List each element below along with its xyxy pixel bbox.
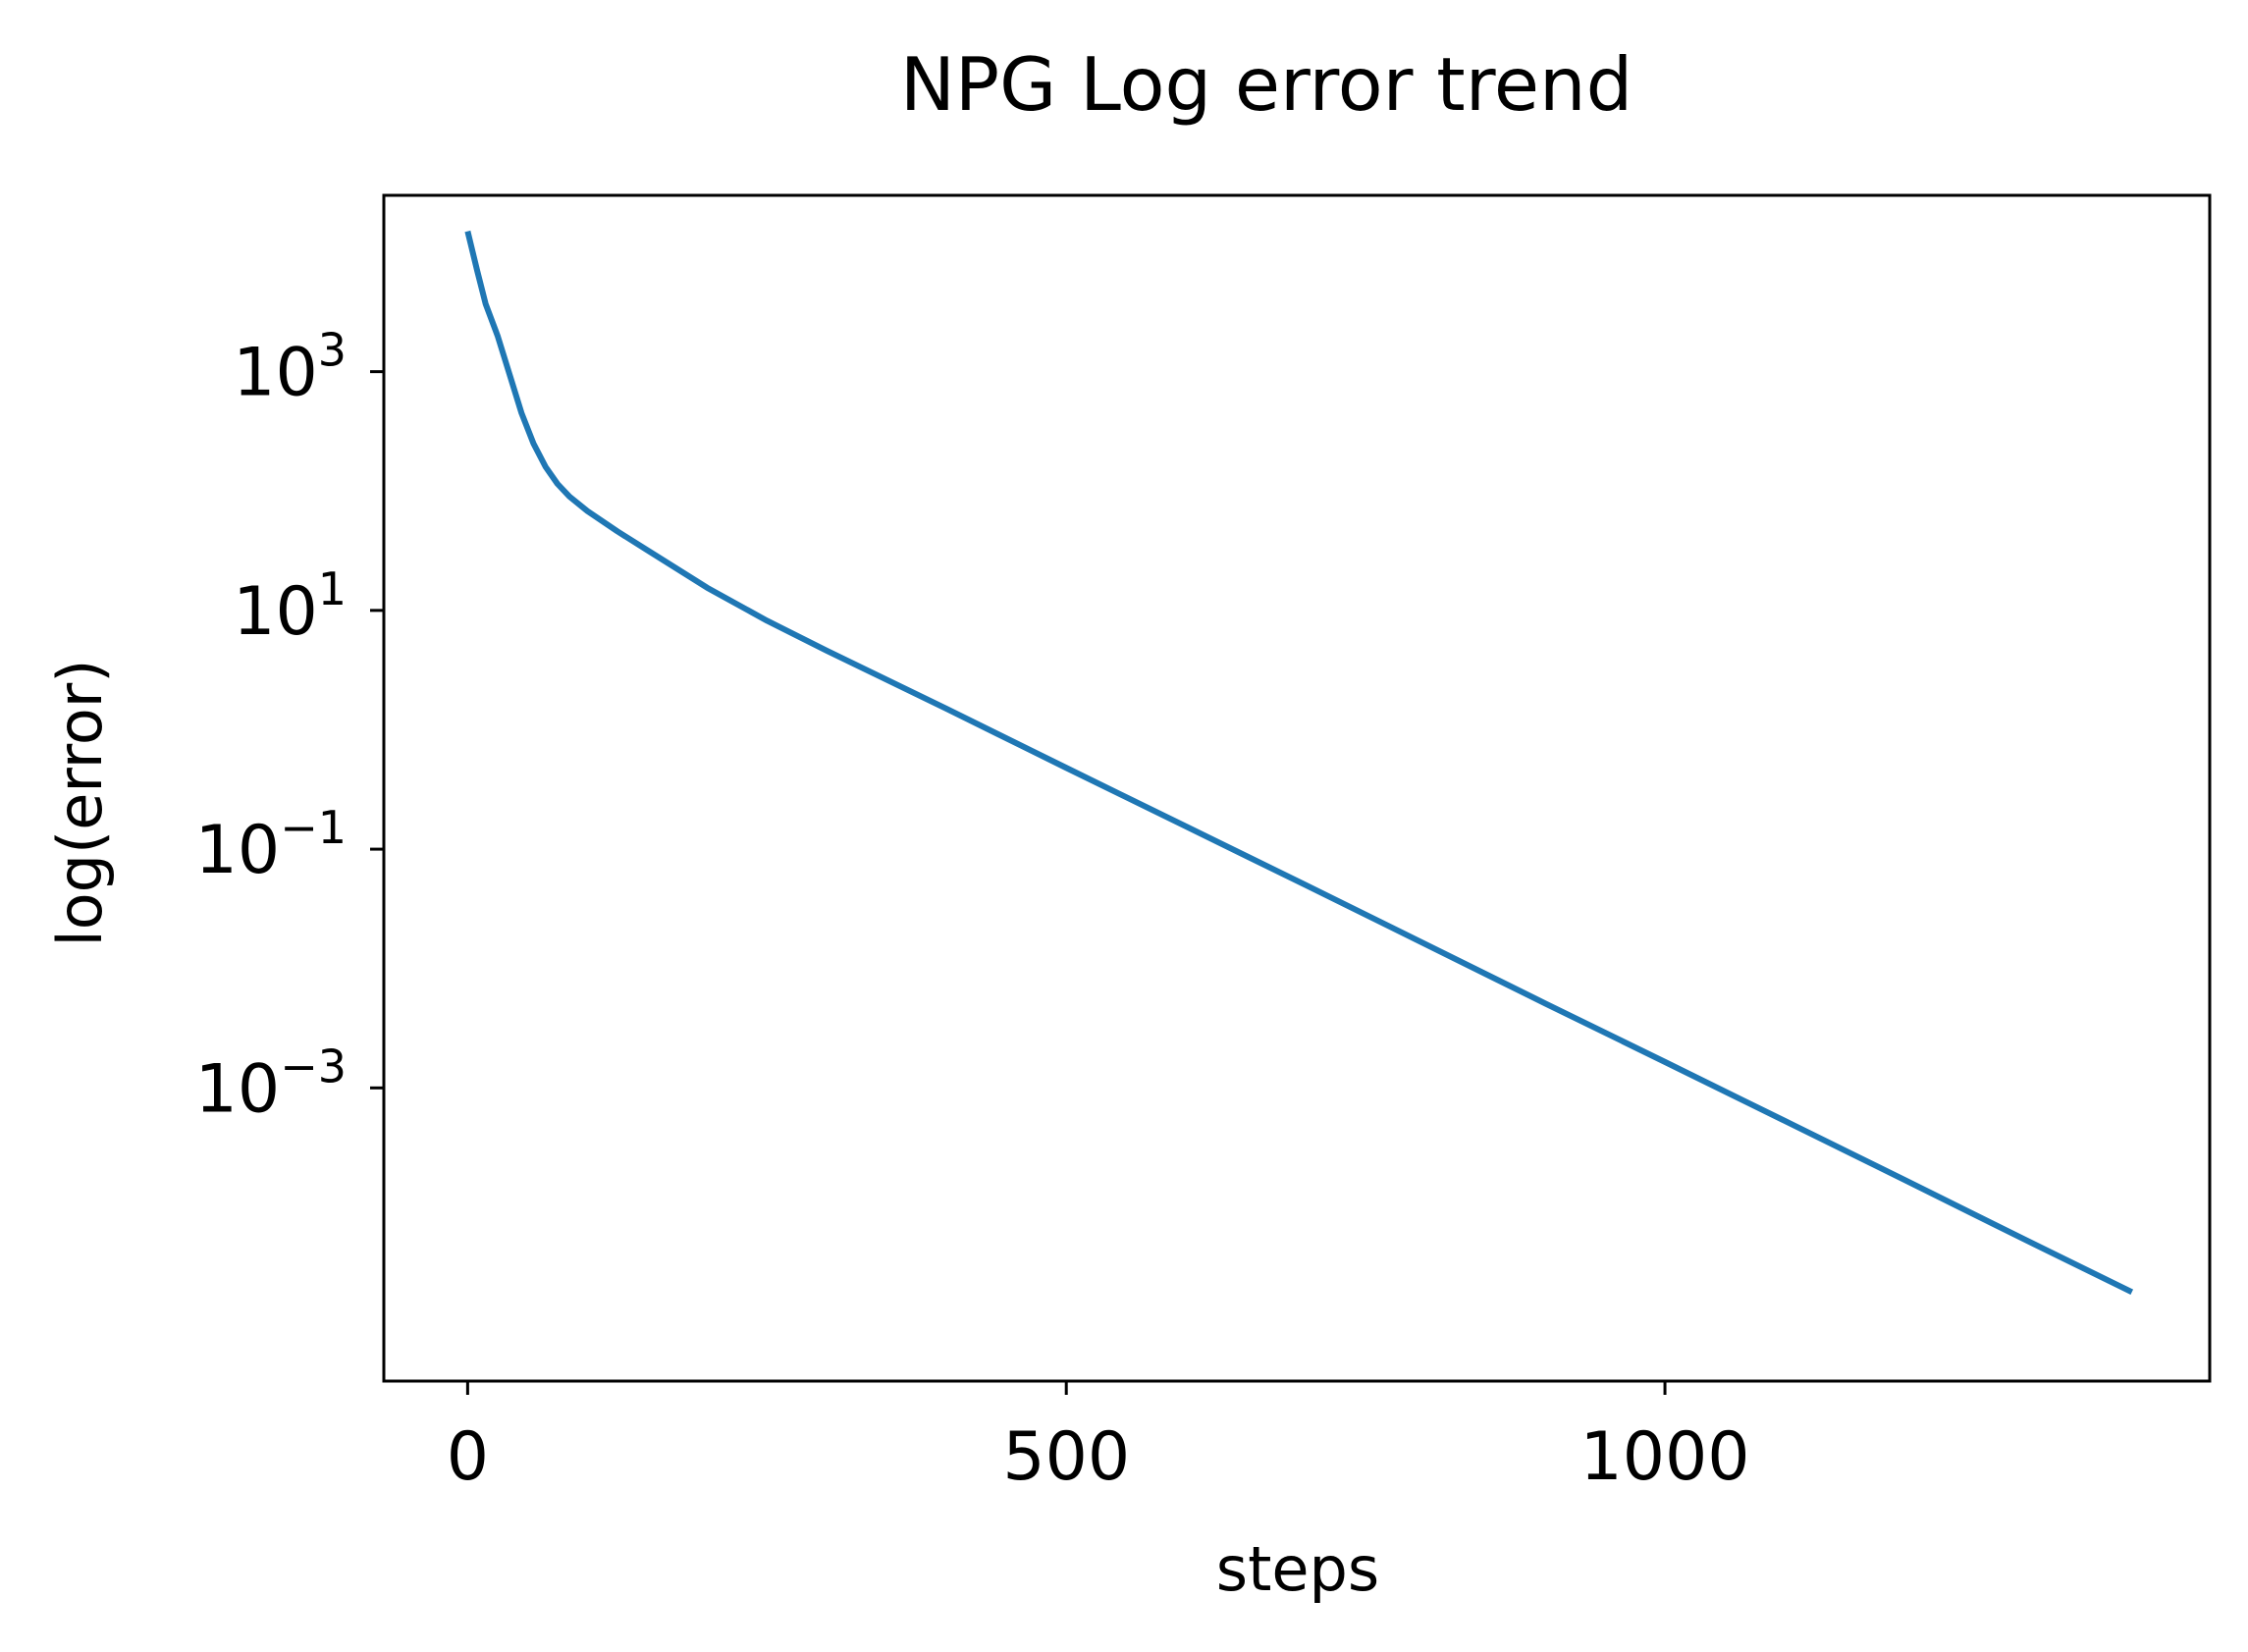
y-axis-label: log(error) xyxy=(44,660,116,947)
plot-area xyxy=(464,230,2134,1295)
y-tick-label-2: 10−1 xyxy=(195,801,347,889)
plot-frame xyxy=(382,193,2212,1383)
y-axis: 103 101 10−1 10−3 xyxy=(195,324,384,1128)
series-line-0 xyxy=(464,230,2134,1295)
x-tick-label-2: 1000 xyxy=(1580,1418,1750,1496)
x-axis: 0 500 1000 xyxy=(447,1381,1750,1496)
y-tick-label-1: 101 xyxy=(233,562,347,651)
x-axis-label: steps xyxy=(1216,1533,1379,1605)
y-tick-label-0: 103 xyxy=(233,324,347,412)
chart-title: NPG Log error trend xyxy=(900,41,1632,128)
y-tick-label-3: 10−3 xyxy=(195,1039,347,1128)
x-tick-label-0: 0 xyxy=(447,1418,489,1496)
x-tick-label-1: 500 xyxy=(1002,1418,1130,1496)
